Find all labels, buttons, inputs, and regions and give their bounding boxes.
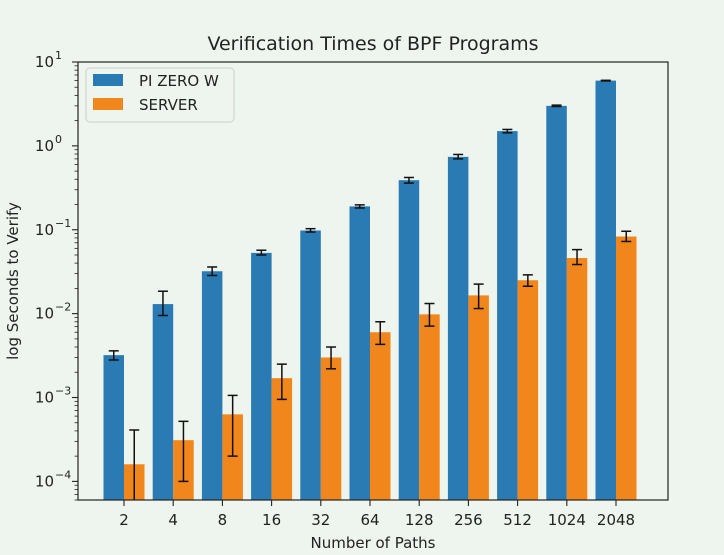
bar-server-128 xyxy=(419,314,440,500)
errorbar-pi-zero-w-1024 xyxy=(551,104,562,108)
errorbar-server-128 xyxy=(424,302,435,327)
bar-pi-zero-w-4 xyxy=(152,304,174,500)
y-tick-exponent: 1 xyxy=(55,49,62,62)
legend: PI ZERO W SERVER xyxy=(85,67,235,123)
x-axis-title: Number of Paths xyxy=(310,534,435,552)
y-tick-label: 10 xyxy=(35,389,54,407)
bar-pi-zero-w-8 xyxy=(201,271,223,500)
y-tick-exponent: −2 xyxy=(55,301,71,314)
bar-pi-zero-w-512 xyxy=(497,131,518,501)
errorbar-server-256 xyxy=(473,283,484,310)
legend-swatch-server xyxy=(93,98,123,110)
errorbar-server-16 xyxy=(276,363,287,401)
x-tick-label-256: 256 xyxy=(454,511,483,529)
y-axis-title: log Seconds to Verify xyxy=(4,202,22,360)
errorbar-pi-zero-w-16 xyxy=(256,249,267,256)
errorbar-server-8 xyxy=(227,394,238,457)
errorbar-server-4 xyxy=(178,420,189,483)
legend-label-pi-zero-w: PI ZERO W xyxy=(139,72,219,90)
y-tick-exponent: −1 xyxy=(55,217,71,230)
bar-pi-zero-w-16 xyxy=(251,252,272,500)
x-tick-label-4: 4 xyxy=(168,511,178,529)
x-tick-label-2048: 2048 xyxy=(597,511,635,529)
bar-server-32 xyxy=(320,357,342,500)
errorbar-pi-zero-w-128 xyxy=(403,176,414,184)
bar-pi-zero-w-256 xyxy=(447,156,469,500)
bar-server-512 xyxy=(517,280,539,500)
chart-title: Verification Times of BPF Programs xyxy=(207,33,538,55)
legend-swatch-pi-zero-w xyxy=(93,74,123,86)
errorbar-pi-zero-w-8 xyxy=(207,266,218,277)
errorbar-pi-zero-w-256 xyxy=(453,153,464,160)
bar-server-16 xyxy=(271,378,293,500)
bar-server-2048 xyxy=(616,236,637,501)
bar-pi-zero-w-1024 xyxy=(546,105,567,501)
bar-pi-zero-w-128 xyxy=(398,180,420,500)
x-tick-label-16: 16 xyxy=(262,511,281,529)
bar-server-1024 xyxy=(566,258,588,500)
y-tick-label: 10 xyxy=(35,221,54,239)
bar-pi-zero-w-64 xyxy=(349,206,370,500)
errorbar-pi-zero-w-4 xyxy=(157,290,168,317)
y-tick-exponent: −3 xyxy=(55,385,71,398)
y-tick-exponent: −4 xyxy=(55,468,71,481)
x-tick-label-512: 512 xyxy=(503,511,532,529)
errorbar-server-1024 xyxy=(572,248,583,266)
bar-pi-zero-w-32 xyxy=(300,230,321,501)
bars-layer xyxy=(103,80,637,501)
x-tick-label-8: 8 xyxy=(218,511,228,529)
bar-pi-zero-w-2048 xyxy=(595,80,616,501)
bar-server-8 xyxy=(222,414,243,500)
x-tick-label-64: 64 xyxy=(360,511,379,529)
errorbar-pi-zero-w-64 xyxy=(354,204,365,209)
errorbar-server-32 xyxy=(326,346,337,370)
bar-server-64 xyxy=(370,332,391,500)
errorbar-server-512 xyxy=(522,274,533,288)
x-tick-label-1024: 1024 xyxy=(548,511,586,529)
errorbar-pi-zero-w-32 xyxy=(305,227,316,233)
y-tick-exponent: 0 xyxy=(55,133,62,146)
y-tick-label: 10 xyxy=(35,305,54,323)
errorbar-pi-zero-w-512 xyxy=(502,128,513,134)
x-tick-label-32: 32 xyxy=(311,511,330,529)
errorbar-server-2048 xyxy=(621,230,632,243)
x-tick-label-128: 128 xyxy=(405,511,434,529)
bar-server-256 xyxy=(468,295,489,500)
errorbar-server-2 xyxy=(129,429,140,500)
y-tick-label: 10 xyxy=(35,137,54,155)
errorbar-pi-zero-w-2048 xyxy=(600,79,611,82)
bar-pi-zero-w-2 xyxy=(103,355,124,500)
errorbar-pi-zero-w-2 xyxy=(108,350,119,361)
plot-border xyxy=(77,61,669,501)
y-tick-label: 10 xyxy=(35,53,54,71)
x-tick-label-2: 2 xyxy=(119,511,129,529)
errorbar-server-64 xyxy=(375,321,386,346)
errorbars-layer xyxy=(108,79,632,500)
legend-label-server: SERVER xyxy=(139,96,198,114)
x-axis: 2 4 8 16 32 64 128 256 512 1024 2048 xyxy=(119,500,635,529)
y-tick-label: 10 xyxy=(35,472,54,490)
